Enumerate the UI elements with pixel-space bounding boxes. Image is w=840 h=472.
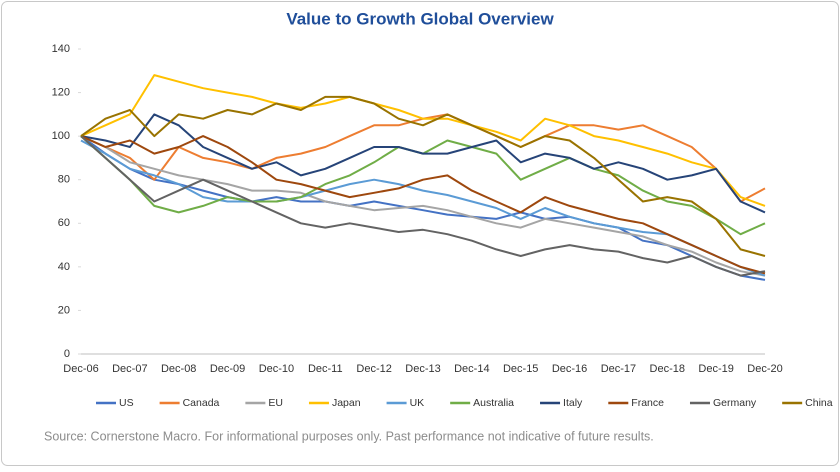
series-line <box>80 135 766 281</box>
source-note: Source: Cornerstone Macro. For informati… <box>44 429 654 443</box>
x-tick-label: Dec-20 <box>747 363 782 375</box>
x-tick-label: Dec-18 <box>650 363 685 375</box>
legend-label: EU <box>268 397 283 409</box>
y-tick-label: 80 <box>58 174 70 186</box>
legend-label: UK <box>410 397 425 409</box>
series-line <box>80 135 766 275</box>
y-tick-label: 140 <box>52 43 70 55</box>
x-tick-label: Dec-07 <box>112 363 147 375</box>
series-line <box>80 95 766 257</box>
x-tick-label: Dec-12 <box>356 363 391 375</box>
series-line <box>80 135 766 277</box>
y-tick-label: 0 <box>64 348 70 360</box>
legend-label: France <box>631 397 664 409</box>
x-tick-label: Dec-15 <box>503 363 538 375</box>
x-tick-label: Dec-13 <box>405 363 440 375</box>
chart-title: Value to Growth Global Overview <box>286 9 554 28</box>
x-tick-label: Dec-08 <box>161 363 196 375</box>
legend-label: Japan <box>332 397 361 409</box>
x-tick-label: Dec-06 <box>63 363 98 375</box>
y-tick-label: 40 <box>58 261 70 273</box>
x-tick-label: Dec-14 <box>454 363 489 375</box>
x-tick-label: Dec-16 <box>552 363 587 375</box>
x-tick-label: Dec-19 <box>698 363 733 375</box>
legend-label: Germany <box>713 397 757 409</box>
y-tick-label: 60 <box>58 217 70 229</box>
x-tick-label: Dec-09 <box>210 363 245 375</box>
series-line <box>80 74 766 207</box>
y-tick-label: 20 <box>58 304 70 316</box>
x-tick-label: Dec-10 <box>259 363 294 375</box>
legend-label: Canada <box>183 397 220 409</box>
series-line <box>80 135 766 277</box>
x-tick-label: Dec-17 <box>601 363 636 375</box>
legend-label: Italy <box>563 397 583 409</box>
y-tick-label: 100 <box>52 130 70 142</box>
y-tick-label: 120 <box>52 86 70 98</box>
x-tick-label: Dec-11 <box>308 363 343 375</box>
series-line <box>80 139 766 277</box>
legend-label: China <box>805 397 833 409</box>
legend-label: Australia <box>473 397 514 409</box>
legend-label: US <box>119 397 134 409</box>
